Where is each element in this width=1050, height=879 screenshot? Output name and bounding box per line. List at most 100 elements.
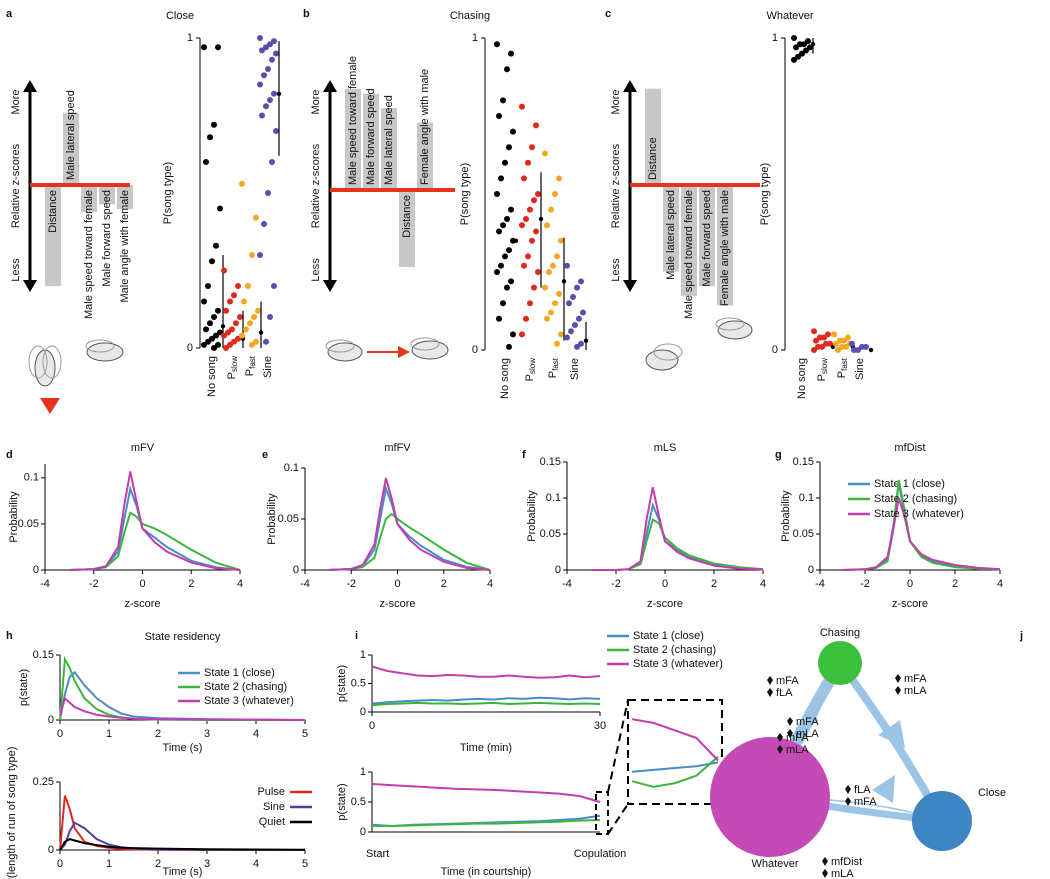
data-point [271, 283, 277, 289]
panel-letter: a [6, 8, 13, 20]
series-line [328, 484, 491, 571]
x-axis-label: Time (s) [163, 866, 203, 878]
panel-letter: b [303, 8, 310, 20]
y-tick-label: 1 [360, 649, 366, 661]
x-tick-label: 4 [487, 578, 493, 590]
series-line [372, 819, 601, 827]
x-tick-label: 0 [394, 578, 400, 590]
panel-title: Whatever [766, 10, 813, 22]
data-point [576, 315, 582, 322]
data-point [221, 267, 227, 274]
mean-point [276, 91, 282, 97]
x-tick-label: 4 [253, 728, 259, 740]
z-bar [663, 185, 679, 272]
category-label: Pfast [244, 355, 257, 376]
y-tick-label: 0 [555, 564, 561, 576]
chart-title: State residency [145, 631, 221, 643]
bar-label: Female angle with male [419, 69, 431, 185]
category-text: P [816, 374, 828, 381]
data-point [227, 298, 233, 305]
data-point [259, 112, 265, 119]
edge-label: mFA [854, 796, 877, 808]
panel-letter: j [1019, 630, 1023, 642]
data-point [535, 191, 541, 197]
bar-label: Male angle with female [119, 190, 131, 303]
data-point [533, 228, 539, 235]
panel-letter: c [605, 8, 611, 20]
x-tick-label: -2 [860, 578, 870, 590]
data-point [574, 343, 580, 350]
data-point [273, 50, 279, 57]
category-text: P [836, 371, 848, 378]
edge-label: mLA [796, 728, 819, 740]
change-icon [767, 676, 773, 685]
legend-label: State 3 (whatever) [633, 658, 723, 670]
data-point [793, 44, 799, 51]
data-point [550, 262, 556, 269]
change-icon [822, 869, 828, 878]
x-axis-label: z-score [379, 598, 415, 610]
data-point [496, 228, 502, 235]
inset-line [631, 718, 719, 762]
axis-label: Relative z-scores [310, 143, 322, 228]
y-tick-label: 0.15 [33, 649, 54, 661]
data-point [494, 269, 500, 275]
series-line [328, 477, 491, 571]
data-point [523, 315, 529, 322]
data-point [215, 44, 221, 51]
z-bar [681, 185, 697, 296]
legend-label: Quiet [259, 816, 285, 828]
data-point [849, 340, 855, 347]
data-point [263, 103, 269, 110]
data-point [508, 50, 514, 57]
data-point [519, 331, 525, 338]
data-point [568, 328, 574, 335]
data-point [552, 191, 558, 197]
data-point [527, 300, 533, 307]
data-point [496, 113, 502, 119]
x-axis-label: z-score [647, 598, 683, 610]
edge-label: fLA [854, 784, 871, 796]
state-node [710, 737, 830, 857]
axis-label: Relative z-scores [10, 143, 22, 228]
legend-label: Pulse [257, 786, 285, 798]
z-bar [45, 185, 61, 287]
data-point [519, 222, 525, 229]
y-tick-label: 0 [48, 714, 54, 726]
data-point [265, 190, 271, 196]
data-point [506, 144, 512, 151]
legend-label: State 1 (close) [204, 667, 275, 679]
panel-letter: d [6, 449, 13, 461]
x-tick-label: -4 [300, 578, 310, 590]
data-point [554, 340, 560, 347]
x-axis-label: Time (in courtship) [441, 866, 532, 878]
category-label: Pfast [836, 357, 849, 378]
y-tick-label: 1 [772, 32, 778, 44]
fly-illustration [28, 317, 753, 387]
panel-title: Chasing [450, 10, 490, 22]
data-point [813, 337, 819, 344]
x-tick-label: 5 [302, 858, 308, 870]
mean-point [810, 42, 816, 47]
data-point [552, 300, 558, 307]
data-point [544, 315, 550, 322]
edge-label: mFA [786, 732, 809, 744]
data-point [548, 206, 554, 213]
z-bar [645, 88, 661, 185]
data-point [574, 284, 580, 291]
y-axis-label: Probability [780, 490, 792, 542]
panel-letter: e [262, 449, 268, 461]
data-point [811, 328, 817, 335]
y-tick-label: 0.5 [351, 677, 366, 689]
legend-label: State 2 (chasing) [874, 493, 957, 505]
data-point [221, 332, 227, 339]
edge-label: mfDist [831, 856, 862, 868]
x-tick-label: 0 [907, 578, 913, 590]
data-point [255, 307, 261, 314]
y-axis-label: Probability [266, 493, 278, 545]
data-point [253, 214, 259, 221]
legend-label: State 3 (whatever) [204, 695, 294, 707]
x-axis-label: z-score [892, 598, 928, 610]
x-tick-label: 4 [253, 858, 259, 870]
